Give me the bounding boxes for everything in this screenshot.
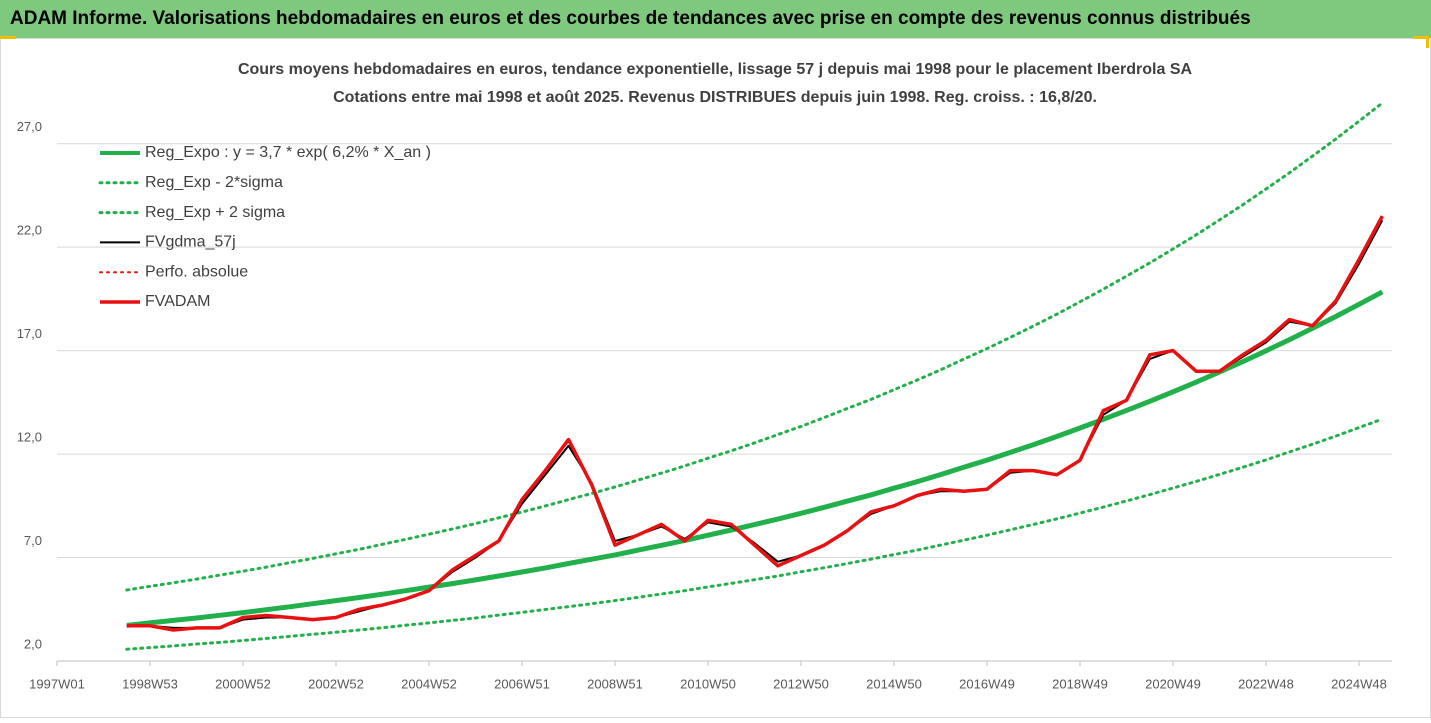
chart-title: Cours moyens hebdomadaires en euros, ten…	[238, 61, 1193, 78]
x-tick-label: 1997W01	[29, 676, 85, 691]
header-title: ADAM Informe. Valorisations hebdomadaire…	[10, 8, 1251, 29]
corner-mark	[1413, 36, 1429, 39]
series-line	[125, 417, 1384, 651]
legend-label: Perfo. absolue	[145, 263, 248, 280]
series-line	[125, 101, 1384, 592]
series-line	[126, 289, 1384, 628]
y-tick-label: 2,0	[24, 636, 42, 651]
x-tick-label: 2002W52	[308, 676, 364, 691]
x-tick-label: 2022W48	[1238, 676, 1294, 691]
x-tick-label: 2020W49	[1145, 676, 1201, 691]
y-tick-label: 7,0	[24, 533, 42, 548]
x-tick-label: 2010W50	[680, 676, 736, 691]
header-bar	[0, 0, 1431, 38]
series-line	[126, 215, 1384, 632]
x-tick-label: 1998W53	[122, 676, 178, 691]
legend: Reg_Expo : y = 3,7 * exp( 6,2% * X_an ) R…	[98, 144, 431, 310]
x-tick-label: 2024W48	[1331, 676, 1387, 691]
y-tick-label: 12,0	[17, 430, 42, 445]
legend-label: FVADAM	[145, 293, 210, 310]
x-tick-label: 2006W51	[494, 676, 550, 691]
y-tick-label: 17,0	[17, 326, 42, 341]
legend-label: Reg_Exp + 2 sigma	[145, 204, 285, 221]
x-tick-label: 2004W52	[401, 676, 457, 691]
x-tick-label: 2014W50	[866, 676, 922, 691]
corner-mark	[0, 36, 16, 39]
x-tick-label: 2000W52	[215, 676, 271, 691]
legend-label: Reg_Exp - 2*sigma	[145, 174, 283, 191]
x-tick-label: 2012W50	[773, 676, 829, 691]
y-tick-label: 22,0	[17, 223, 42, 238]
chart-subtitle: Cotations entre mai 1998 et août 2025. R…	[333, 89, 1097, 106]
x-tick-label: 2016W49	[959, 676, 1015, 691]
series-line	[126, 219, 1384, 629]
corner-mark	[1426, 36, 1429, 48]
legend-label: FVgdma_57j	[145, 234, 236, 251]
x-tick-label: 2018W49	[1052, 676, 1108, 691]
legend-label: Reg_Expo : y = 3,7 * exp( 6,2% * X_an )	[145, 144, 431, 161]
x-tick-label: 2008W51	[587, 676, 643, 691]
y-tick-label: 27,0	[17, 119, 42, 134]
